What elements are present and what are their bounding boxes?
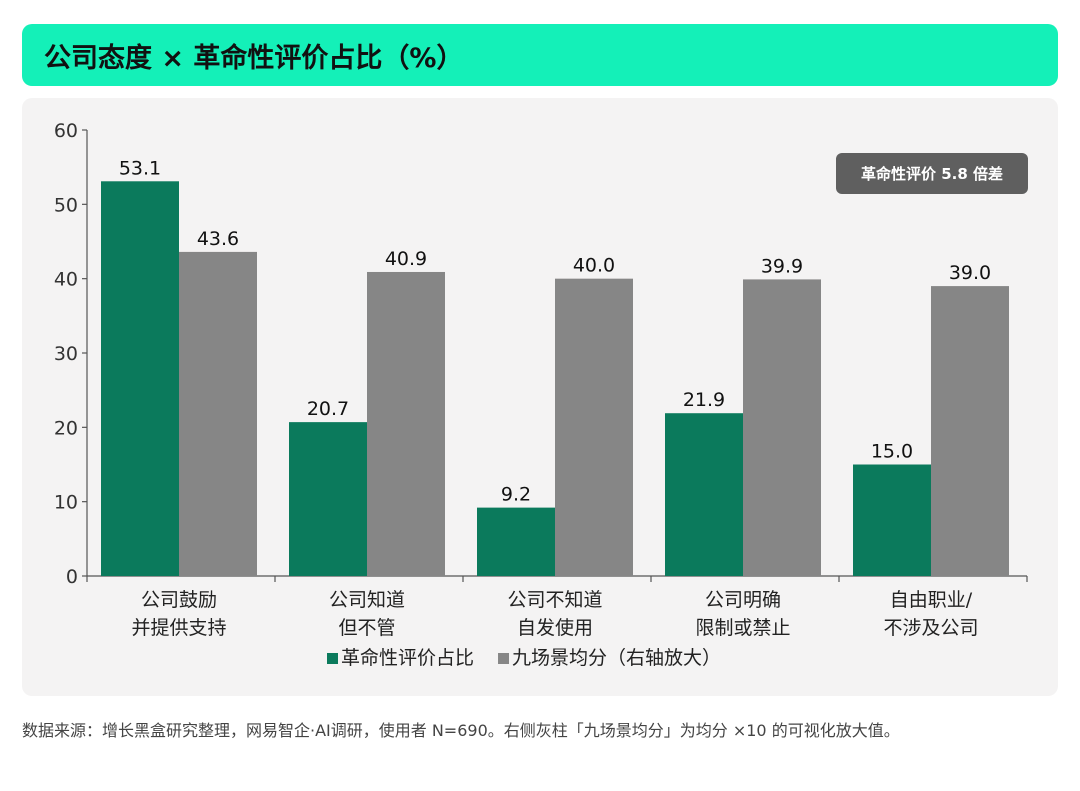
category-label: 但不管	[338, 617, 395, 639]
category-label: 公司鼓励	[141, 589, 217, 611]
bar-scenario-avg	[743, 279, 821, 576]
category-label: 公司明确	[705, 589, 781, 611]
y-tick-label: 40	[54, 269, 78, 291]
data-label: 39.0	[949, 262, 991, 284]
y-tick-label: 50	[54, 194, 78, 216]
bars	[101, 181, 1009, 577]
category-label: 公司不知道	[507, 589, 602, 611]
source-note: 数据来源：增长黑盒研究整理，网易智企·AI调研，使用者 N=690。右侧灰柱「九…	[22, 721, 900, 740]
bar-scenario-avg	[931, 286, 1009, 576]
legend-label: 九场景均分（右轴放大）	[512, 647, 721, 669]
data-label: 15.0	[871, 441, 913, 463]
bar-revolutionary	[477, 507, 555, 576]
data-label: 53.1	[119, 157, 161, 179]
y-tick-label: 0	[66, 566, 78, 588]
note-text: 革命性评价 5.8 倍差	[861, 165, 1003, 183]
data-label: 40.0	[573, 255, 615, 277]
category-label: 公司知道	[329, 589, 405, 611]
bar-revolutionary	[289, 422, 367, 576]
data-label: 21.9	[683, 389, 725, 411]
bar-scenario-avg	[555, 278, 633, 576]
legend: 革命性评价占比 九场景均分（右轴放大）	[327, 647, 721, 669]
chart-header: 公司态度 × 革命性评价占比（%）	[22, 24, 1058, 86]
bar-scenario-avg	[367, 271, 445, 576]
category-label: 自由职业/	[890, 589, 973, 611]
category-label: 限制或禁止	[695, 617, 790, 639]
y-tick-label: 10	[54, 492, 78, 514]
bar-scenario-avg	[179, 251, 257, 576]
data-label: 9.2	[501, 484, 531, 506]
data-label: 43.6	[197, 228, 239, 250]
bar-revolutionary	[665, 413, 743, 576]
legend-swatch-revolutionary	[327, 653, 338, 664]
data-label: 20.7	[307, 398, 349, 420]
legend-swatch-scenario-avg	[498, 653, 510, 664]
data-label: 39.9	[761, 255, 803, 277]
category-label: 并提供支持	[131, 617, 226, 639]
data-label: 40.9	[385, 248, 427, 270]
category-label: 不涉及公司	[883, 617, 978, 639]
y-tick-label: 30	[54, 343, 78, 365]
legend-label: 革命性评价占比	[341, 647, 474, 669]
note-box: 革命性评价 5.8 倍差	[836, 153, 1028, 194]
chart-title: 公司态度 × 革命性评价占比（%）	[44, 43, 464, 74]
y-tick-label: 20	[54, 417, 78, 439]
bar-revolutionary	[853, 464, 931, 576]
y-tick-label: 60	[54, 120, 78, 142]
category-label: 自发使用	[517, 617, 593, 639]
bar-revolutionary	[101, 181, 179, 577]
bar-chart: 0 10 20 30 40 50 60 53.1 43.6 20.7 40.9 9.2 40.0 21.…	[54, 120, 1028, 669]
data-labels: 53.1 43.6 20.7 40.9 9.2 40.0 21.9 39.9 15.0 39.0	[119, 157, 991, 505]
note-background	[836, 153, 1028, 194]
